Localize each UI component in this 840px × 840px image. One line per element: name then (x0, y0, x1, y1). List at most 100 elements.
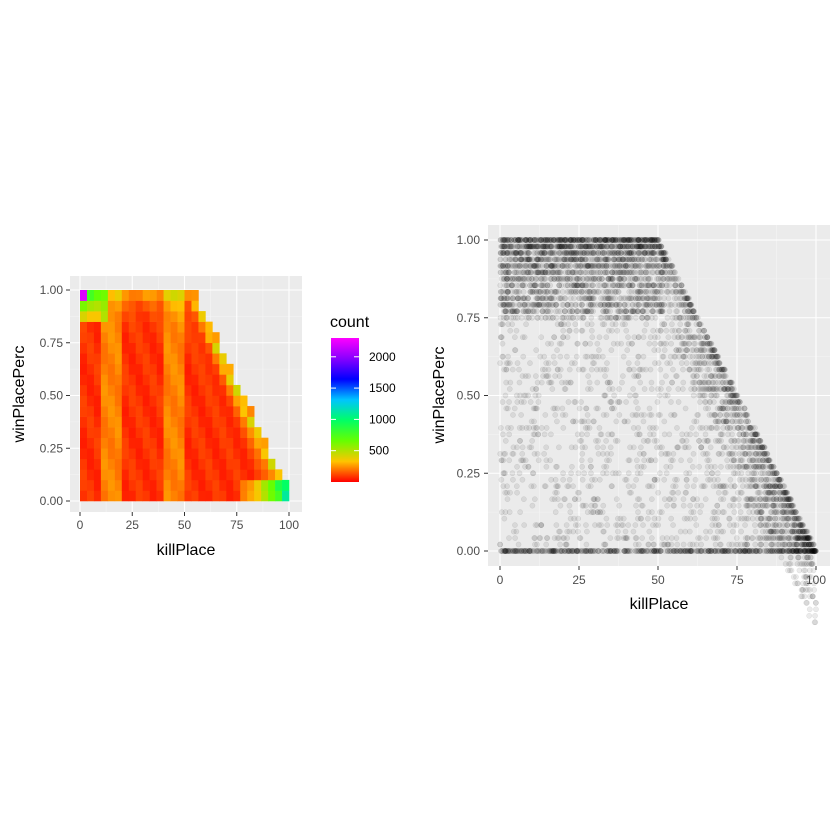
heatmap-cell (247, 490, 254, 501)
scatter-point (669, 341, 674, 346)
heatmap-cell (157, 332, 164, 343)
heatmap-cell (129, 322, 136, 333)
scatter-point (536, 393, 541, 398)
scatter-point (643, 270, 648, 275)
heatmap-cell (178, 448, 185, 459)
scatter-point (500, 399, 505, 404)
heatmap-cell (122, 311, 129, 322)
scatter-point (657, 510, 662, 515)
heatmap-cell (212, 459, 219, 470)
heatmap-cell (157, 448, 164, 459)
scatter-point (567, 328, 572, 333)
scatter-point (588, 341, 593, 346)
scatter-point (620, 373, 625, 378)
heatmap-cell (122, 448, 129, 459)
scatter-point (646, 438, 651, 443)
heatmap-cell (101, 364, 108, 375)
scatter-point (624, 270, 629, 275)
scatter-point (508, 328, 513, 333)
scatter-point (503, 490, 508, 495)
heatmap-cell (115, 301, 122, 312)
heatmap-cell (178, 490, 185, 501)
heatmap-cell (212, 364, 219, 375)
heatmap-cell (233, 406, 240, 417)
heatmap-cell (143, 301, 150, 312)
scatter-point (604, 367, 609, 372)
scatter-point (574, 309, 579, 314)
scatter-point (520, 257, 525, 262)
scatter-point (655, 399, 660, 404)
scatter-point (647, 432, 652, 437)
heatmap-cell (185, 480, 192, 491)
scatter-point (509, 283, 514, 288)
heatmap-cell (226, 469, 233, 480)
scatter-point (504, 406, 509, 411)
scatter-point (517, 380, 522, 385)
heatmap-y-tick-label: 0.50 (40, 389, 64, 403)
scatter-point (579, 438, 584, 443)
scatter-point (762, 445, 767, 450)
scatter-point (645, 302, 650, 307)
scatter-point (532, 497, 537, 502)
scatter-point (656, 412, 661, 417)
heatmap-cell (226, 480, 233, 491)
heatmap-y-tick-label: 0.25 (40, 441, 64, 455)
heatmap-cell (80, 322, 87, 333)
heatmap-cell (171, 385, 178, 396)
scatter-point (554, 419, 559, 424)
heatmap-cell (178, 438, 185, 449)
heatmap-cell (171, 448, 178, 459)
scatter-point (662, 432, 667, 437)
scatter-point (610, 283, 615, 288)
heatmap-cell (108, 396, 115, 407)
scatter-point (623, 477, 628, 482)
heatmap-cell (143, 406, 150, 417)
scatter-point (800, 581, 805, 586)
scatter-point (564, 542, 569, 547)
legend-colorbar (331, 338, 359, 482)
scatter-point (715, 471, 720, 476)
heatmap-cell (219, 417, 226, 428)
scatter-point (542, 432, 547, 437)
scatter-point (743, 432, 748, 437)
scatter-point (705, 464, 710, 469)
heatmap-cell (205, 490, 212, 501)
scatter-point (595, 341, 600, 346)
scatter-point (599, 432, 604, 437)
scatter-point (679, 283, 684, 288)
scatter-point (713, 438, 718, 443)
scatter-point (681, 542, 686, 547)
scatter-point (732, 484, 737, 489)
heatmap-cell (122, 396, 129, 407)
heatmap-cell (157, 427, 164, 438)
scatter-point (510, 477, 515, 482)
heatmap-cell (212, 427, 219, 438)
heatmap-cell (171, 353, 178, 364)
scatter-point (512, 522, 517, 527)
heatmap-cell (150, 469, 157, 480)
scatter-point (626, 471, 631, 476)
scatter-point (608, 315, 613, 320)
scatter-point (697, 438, 702, 443)
heatmap-cell (205, 459, 212, 470)
heatmap-cell (150, 301, 157, 312)
heatmap-cell (178, 322, 185, 333)
scatter-point (598, 367, 603, 372)
scatter-point (693, 516, 698, 521)
heatmap-cell (108, 417, 115, 428)
heatmap-cell (164, 469, 171, 480)
heatmap-cell (171, 427, 178, 438)
scatter-point (721, 445, 726, 450)
scatter-point (691, 484, 696, 489)
heatmap-cell (87, 364, 94, 375)
heatmap-cell (178, 480, 185, 491)
scatter-point (757, 542, 762, 547)
scatter-point (664, 328, 669, 333)
scatter-point (668, 354, 673, 359)
heatmap-cell (157, 343, 164, 354)
heatmap-y-tick-label: 0.75 (40, 336, 64, 350)
heatmap-cell (150, 322, 157, 333)
scatter-point (703, 361, 708, 366)
heatmap-cell (80, 353, 87, 364)
scatter-point (588, 458, 593, 463)
